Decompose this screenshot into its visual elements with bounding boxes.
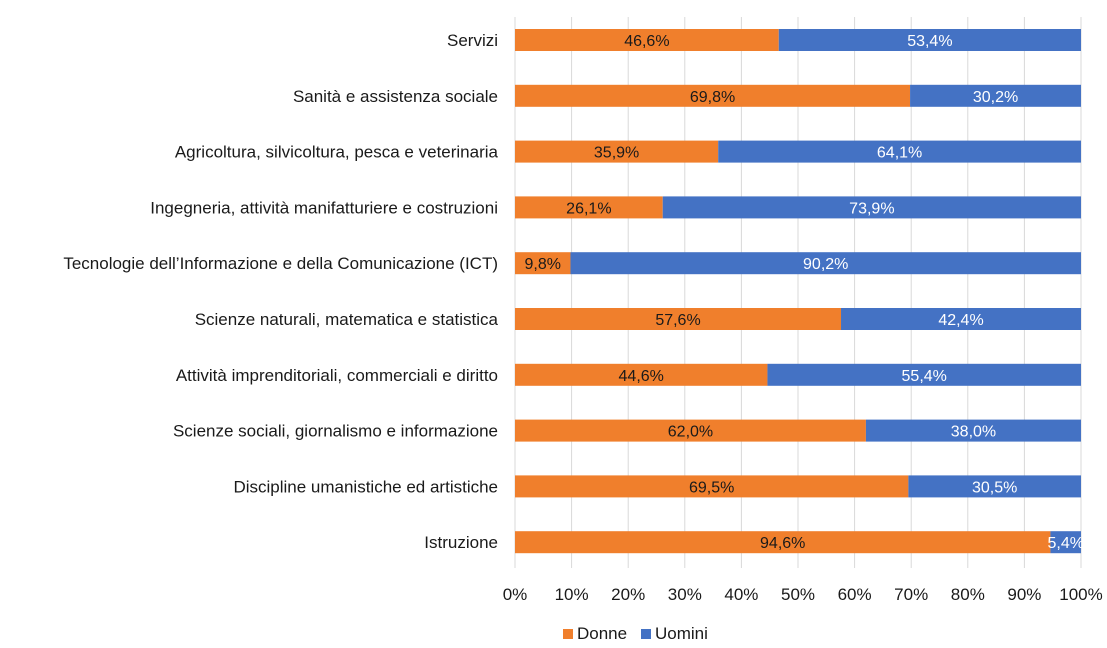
x-axis-ticks: 0% 10% 20% 30% 40% 50% 60% 70% 80% 90% 100% xyxy=(503,585,1103,604)
x-tick-label: 30% xyxy=(668,585,702,604)
data-label: 44,6% xyxy=(619,368,664,385)
category-label: Scienze naturali, matematica e statistic… xyxy=(195,310,499,329)
data-label: 46,6% xyxy=(624,33,669,50)
data-label: 30,5% xyxy=(972,479,1017,496)
bar-donne xyxy=(515,475,909,498)
category-labels: Servizi Sanità e assistenza sociale Agrico… xyxy=(63,31,498,552)
data-label: 62,0% xyxy=(668,424,713,441)
data-label: 94,6% xyxy=(760,535,805,552)
bar-donne xyxy=(515,363,768,386)
data-label: 73,9% xyxy=(849,200,894,217)
category-label: Scienze sociali, giornalismo e informazi… xyxy=(173,422,498,441)
x-tick-label: 40% xyxy=(724,585,758,604)
bar-uomini xyxy=(841,308,1081,330)
bar-donne xyxy=(515,252,571,275)
x-tick-label: 70% xyxy=(894,585,928,604)
bar-uomini xyxy=(662,196,1081,219)
bar-uomini xyxy=(865,419,1081,442)
bar-uomini xyxy=(570,252,1081,275)
bar-uomini xyxy=(767,363,1081,386)
x-tick-label: 90% xyxy=(1007,585,1041,604)
bars: 46,6% 53,4% 69,8% 30,2% 35,9% 64,1% 26,1% 73,9%… xyxy=(515,29,1084,554)
x-tick-label: 10% xyxy=(555,585,589,604)
category-label: Servizi xyxy=(447,31,498,50)
data-label: 57,6% xyxy=(655,312,700,329)
bar-donne xyxy=(515,84,911,107)
data-label: 55,4% xyxy=(902,368,947,385)
data-label: 90,2% xyxy=(803,256,848,273)
bar-uomini xyxy=(910,84,1081,107)
x-tick-label: 0% xyxy=(503,585,528,604)
bar-uomini xyxy=(718,140,1081,163)
x-tick-label: 50% xyxy=(781,585,815,604)
category-label: Discipline umanistiche ed artistiche xyxy=(233,477,498,496)
bar-donne xyxy=(515,308,842,330)
data-label: 30,2% xyxy=(973,89,1018,106)
legend-swatch-uomini xyxy=(641,629,651,639)
category-label: Attività imprenditoriali, commerciali e … xyxy=(176,366,498,385)
x-tick-label: 20% xyxy=(611,585,645,604)
category-label: Sanità e assistenza sociale xyxy=(293,87,498,106)
data-label: 69,5% xyxy=(689,479,734,496)
data-label: 69,8% xyxy=(690,89,735,106)
bar-uomini xyxy=(778,29,1081,51)
data-label: 35,9% xyxy=(594,145,639,162)
legend-swatch-donne xyxy=(563,629,573,639)
category-label: Ingegneria, attività manifatturiere e co… xyxy=(150,198,498,217)
x-tick-label: 100% xyxy=(1059,585,1102,604)
data-label: 53,4% xyxy=(907,33,952,50)
category-label: Istruzione xyxy=(424,533,498,552)
data-label: 26,1% xyxy=(566,200,611,217)
bar-uomini xyxy=(908,475,1081,498)
data-label: 5,4% xyxy=(1047,535,1083,552)
bar-uomini xyxy=(1050,531,1081,554)
data-label: 64,1% xyxy=(877,145,922,162)
category-label: Tecnologie dell’Informazione e della Com… xyxy=(63,254,498,273)
category-label: Agricoltura, silvicoltura, pesca e veter… xyxy=(175,143,499,162)
data-label: 38,0% xyxy=(951,424,996,441)
x-tick-label: 80% xyxy=(951,585,985,604)
bar-donne xyxy=(515,140,719,163)
bar-donne xyxy=(515,531,1051,554)
legend-label-donne: Donne xyxy=(577,624,627,643)
legend-label-uomini: Uomini xyxy=(655,624,708,643)
legend: Donne Uomini xyxy=(563,624,708,643)
data-label: 9,8% xyxy=(524,256,560,273)
x-tick-label: 60% xyxy=(838,585,872,604)
data-label: 42,4% xyxy=(938,312,983,329)
bar-donne xyxy=(515,196,663,219)
bar-donne xyxy=(515,29,779,51)
bar-donne xyxy=(515,419,866,442)
